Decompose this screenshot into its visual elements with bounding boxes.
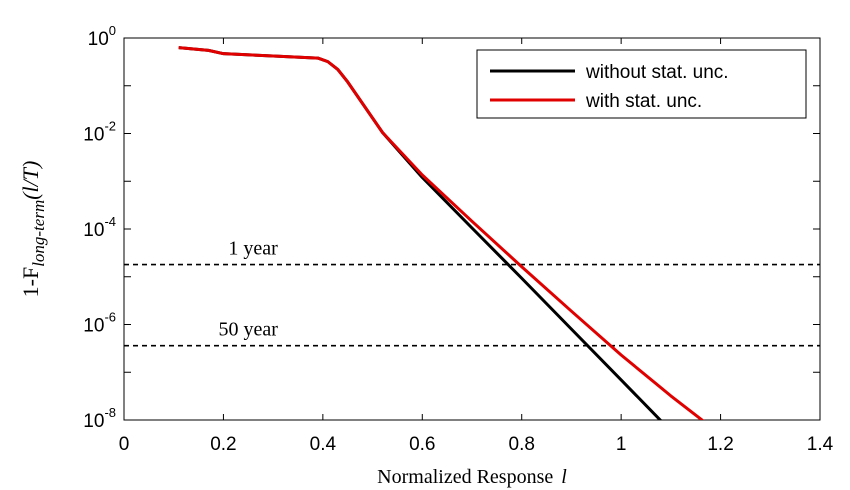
x-tick-label: 1.4: [807, 434, 834, 455]
reference-lines: 1 year 50 year: [124, 238, 820, 347]
x-tick-label: 0.2: [210, 434, 236, 455]
x-tick-label: 0.8: [509, 434, 535, 455]
y-tick-label: 10-2: [83, 119, 116, 146]
legend: without stat. unc. with stat. unc.: [476, 49, 807, 119]
x-tick-label: 1.2: [707, 434, 733, 455]
series-lines: [178, 46, 705, 420]
x-axis-ticks: 0 0.2 0.4 0.6 0.8 1 1.2 1.4: [119, 38, 834, 455]
series-line-with-stat-unc: [178, 46, 705, 420]
x-tick-label: 0.4: [310, 434, 337, 455]
legend-label-with-stat-unc: with stat. unc.: [585, 91, 702, 112]
x-tick-label: 0.6: [409, 434, 435, 455]
x-tick-label: 0: [119, 434, 130, 455]
y-tick-label: 10-4: [83, 214, 116, 241]
reference-label: 50 year: [218, 319, 278, 341]
reference-label: 1 year: [228, 238, 278, 260]
y-axis-ticks: 100 10-2 10-4 10-6 10-8: [83, 23, 820, 432]
y-axis-label: 1-Flong-term(l/T): [18, 161, 48, 298]
y-tick-label: 100: [88, 23, 116, 50]
legend-box: [476, 49, 807, 119]
y-tick-label: 10-8: [83, 405, 116, 432]
x-tick-label: 1: [616, 434, 627, 455]
legend-label-without-stat-unc: without stat. unc.: [585, 62, 729, 83]
y-tick-label: 10-6: [83, 310, 116, 337]
x-axis-label: Normalized Response l: [377, 466, 567, 488]
